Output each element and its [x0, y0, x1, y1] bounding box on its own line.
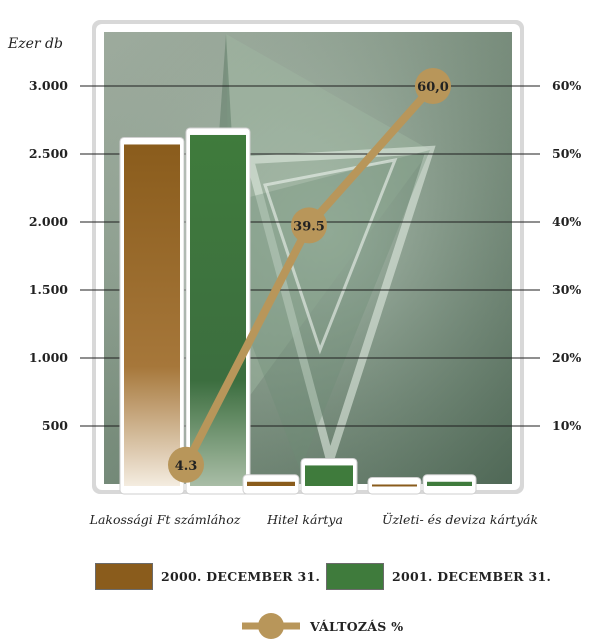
y-axis-left: 500 1.000 1.500 2.000 2.500 3.000 — [29, 78, 68, 433]
legend-label-change: VÁLTOZÁS % — [310, 618, 404, 634]
legend-label-2000: 2000. DECEMBER 31. — [161, 569, 321, 584]
bars — [119, 127, 477, 495]
change-value-label-0: 4.3 — [175, 459, 198, 474]
y-right-tick-label-2: 30% — [552, 282, 581, 297]
y-left-tick-label-4: 2.500 — [29, 146, 68, 161]
bar-1-1 — [305, 465, 353, 486]
y-axis-unit-label: Ezer db — [7, 36, 63, 52]
legend-item-2001: 2001. DECEMBER 31. — [326, 563, 551, 590]
legend-swatch-2000 — [95, 563, 153, 590]
change-marker-1 — [291, 207, 327, 244]
change-value-label-2: 60,0 — [417, 80, 449, 95]
legend-swatch-2001 — [326, 563, 384, 590]
bar-1-0 — [247, 481, 295, 486]
y-right-tick-label-0: 10% — [552, 418, 581, 433]
y-left-tick-label-2: 1.500 — [29, 282, 68, 297]
y-left-tick-label-0: 500 — [42, 418, 68, 433]
y-left-tick-label-1: 1.000 — [29, 350, 68, 365]
y-left-tick-label-5: 3.000 — [29, 78, 68, 93]
legend-item-2000: 2000. DECEMBER 31. — [95, 563, 320, 590]
legend-label-2001: 2001. DECEMBER 31. — [392, 569, 552, 584]
change-marker-0 — [168, 446, 204, 483]
y-right-tick-label-5: 60% — [552, 78, 581, 93]
change-marker-2 — [415, 68, 451, 104]
y-right-tick-label-4: 50% — [552, 146, 581, 161]
y-left-tick-label-3: 2.000 — [29, 214, 68, 229]
category-label-2: Üzleti- és deviza kártyák — [382, 511, 538, 527]
legend-line-marker-icon — [242, 613, 300, 639]
category-labels: Lakossági Ft számlához Hitel kártya Üzleti… — [89, 511, 538, 527]
bar-2-1 — [427, 481, 472, 486]
y-right-tick-label-1: 20% — [552, 350, 581, 365]
change-value-label-1: 39.5 — [293, 219, 325, 234]
y-axis-right: 10% 20% 30% 40% 50% 60% — [552, 78, 581, 433]
bar-0-0 — [124, 144, 180, 487]
bar-0-1 — [190, 134, 246, 486]
change-line: 4.3 39.5 60,0 — [168, 68, 451, 483]
y-right-tick-label-3: 40% — [552, 214, 581, 229]
legend-item-change: VÁLTOZÁS % — [240, 611, 403, 641]
bar-2-0 — [372, 484, 417, 487]
category-label-0: Lakossági Ft számlához — [89, 512, 241, 527]
category-label-1: Hitel kártya — [266, 512, 343, 527]
